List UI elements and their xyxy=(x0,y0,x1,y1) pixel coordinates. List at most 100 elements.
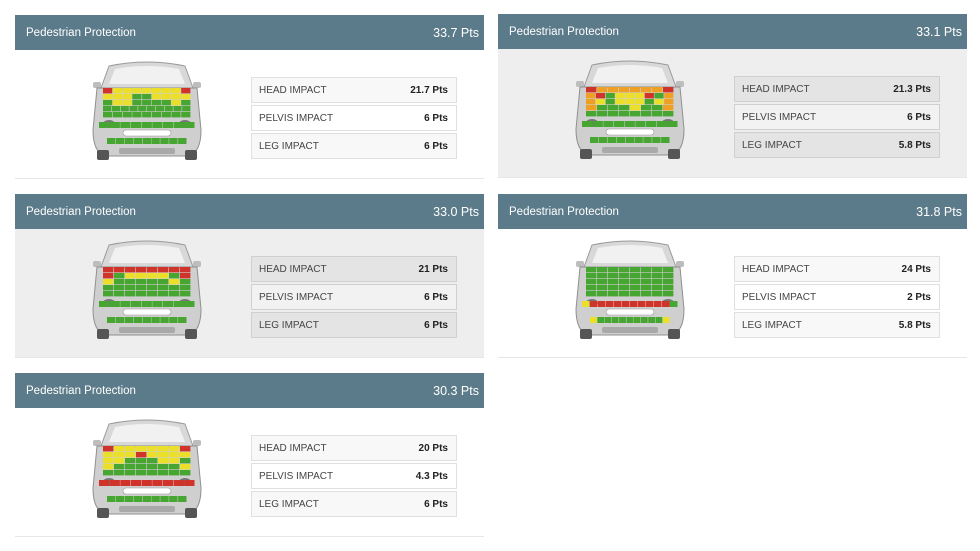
hood-cell xyxy=(182,106,191,112)
hood-cell xyxy=(147,458,158,464)
impact-row: LEG IMPACT 6 Pts xyxy=(251,312,457,338)
bumper-cell xyxy=(133,138,143,144)
bumper-cell xyxy=(120,122,131,128)
hood-cell xyxy=(619,111,630,117)
panel-body: HEAD IMPACT 24 Pts PELVIS IMPACT 2 Pts L… xyxy=(498,229,967,358)
hood-cell xyxy=(114,279,125,285)
impact-value: 21.7 Pts xyxy=(410,84,448,96)
hood-cell xyxy=(595,99,605,105)
pedestrian-protection-panel: Pedestrian Protection 33.7 Pts HEAD IMPA… xyxy=(15,15,484,179)
bumper-cell xyxy=(131,301,142,307)
hood-cell xyxy=(180,273,191,279)
bumper-cell xyxy=(151,317,160,323)
hood-cell xyxy=(586,279,597,285)
bumper-cell xyxy=(173,480,184,486)
bumper-cell xyxy=(184,122,195,128)
car-image xyxy=(89,239,205,341)
hood-cell xyxy=(180,285,191,291)
bumper-cell xyxy=(141,122,152,128)
bumper-cell xyxy=(160,138,169,144)
hood-cell xyxy=(608,87,619,93)
hood-cell xyxy=(138,106,147,112)
panel-header: Pedestrian Protection 33.0 Pts xyxy=(15,194,484,229)
hood-cell xyxy=(641,111,652,117)
hood-cell xyxy=(630,291,641,297)
hood-cell xyxy=(158,452,169,458)
panel-score: 33.7 Pts xyxy=(433,25,479,40)
hood-cell xyxy=(161,94,171,100)
impact-row: LEG IMPACT 6 Pts xyxy=(251,491,457,517)
bumper-cell xyxy=(152,301,163,307)
hood-cell xyxy=(625,99,635,105)
impact-row: HEAD IMPACT 24 Pts xyxy=(734,256,940,282)
bumper-cell xyxy=(169,138,178,144)
bumper-cell xyxy=(590,137,599,143)
bumper-cell xyxy=(661,137,670,143)
hood-cell xyxy=(180,470,191,476)
impact-value: 6 Pts xyxy=(424,291,448,303)
hood-cell xyxy=(151,112,162,118)
hood-cell xyxy=(597,267,608,273)
hood-cell xyxy=(181,100,191,106)
car-image xyxy=(572,59,688,161)
hood-cell xyxy=(641,273,652,279)
impact-label: HEAD IMPACT xyxy=(742,83,810,95)
bumper-cell xyxy=(603,121,614,127)
impact-table: HEAD IMPACT 21.7 Pts PELVIS IMPACT 6 Pts… xyxy=(251,77,457,161)
hood-cell xyxy=(103,94,113,100)
hood-cell xyxy=(641,285,652,291)
bumper-cell xyxy=(630,301,638,307)
hood-cell xyxy=(142,88,152,94)
hood-cell xyxy=(663,111,674,117)
panel-score: 31.8 Pts xyxy=(916,204,962,219)
hood-cell xyxy=(597,279,608,285)
hood-cell xyxy=(169,446,180,452)
car-image xyxy=(572,239,688,341)
impact-row: HEAD IMPACT 20 Pts xyxy=(251,435,457,461)
car-front-diagram xyxy=(92,61,202,160)
hood-cell xyxy=(114,267,125,273)
bumper-cell xyxy=(120,301,131,307)
hood-cell xyxy=(164,106,173,112)
hood-cell xyxy=(181,112,191,118)
bumper-cell xyxy=(667,121,678,127)
hood-cell xyxy=(122,94,132,100)
panel-title: Pedestrian Protection xyxy=(509,205,619,218)
bumper-cell xyxy=(169,317,178,323)
hood-cell xyxy=(586,87,597,93)
bumper-cell xyxy=(582,121,593,127)
hood-cell xyxy=(171,112,181,118)
hood-cell xyxy=(663,267,674,273)
bumper-cell xyxy=(178,317,187,323)
hood-cell xyxy=(122,112,132,118)
hood-cell xyxy=(136,279,147,285)
hood-cell xyxy=(630,273,641,279)
hood-cell xyxy=(181,88,191,94)
pedestrian-protection-panel: Pedestrian Protection 31.8 Pts HEAD IMPA… xyxy=(498,194,967,358)
hood-cell xyxy=(181,94,191,100)
hood-cell xyxy=(114,291,125,297)
hood-cell xyxy=(147,285,158,291)
bumper-cell xyxy=(160,317,169,323)
hood-cell xyxy=(155,106,164,112)
hood-cell xyxy=(608,273,619,279)
impact-table: HEAD IMPACT 21.3 Pts PELVIS IMPACT 6 Pts… xyxy=(734,76,940,160)
impact-label: HEAD IMPACT xyxy=(259,263,327,275)
panel-body: HEAD IMPACT 21.7 Pts PELVIS IMPACT 6 Pts… xyxy=(15,50,484,179)
hood-cell xyxy=(608,279,619,285)
hood-cell xyxy=(158,279,169,285)
pedestrian-protection-panel: Pedestrian Protection 33.1 Pts HEAD IMPA… xyxy=(498,14,967,178)
hood-cell xyxy=(112,100,122,106)
impact-row: LEG IMPACT 5.8 Pts xyxy=(734,132,940,158)
hood-cell xyxy=(142,100,152,106)
impact-row: PELVIS IMPACT 6 Pts xyxy=(734,104,940,130)
hood-cell xyxy=(630,285,641,291)
hood-cell xyxy=(151,88,162,94)
bumper-cell xyxy=(173,301,184,307)
hood-cell xyxy=(147,267,158,273)
impact-value: 21 Pts xyxy=(418,263,448,275)
impact-label: HEAD IMPACT xyxy=(259,84,327,96)
hood-cell xyxy=(605,93,615,99)
hood-cell xyxy=(103,446,114,452)
bumper-cell xyxy=(152,480,163,486)
